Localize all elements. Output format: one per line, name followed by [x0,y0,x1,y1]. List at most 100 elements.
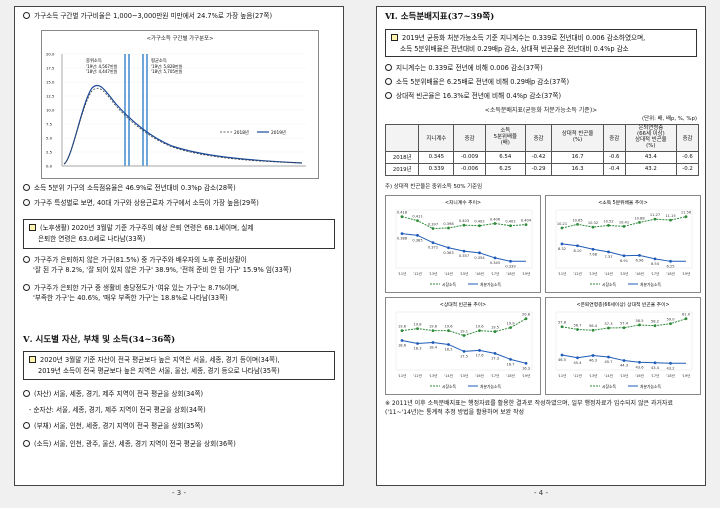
market-income-point [509,326,512,330]
market-income-point [638,323,641,327]
legend-disposable-label: 처분가능소득 [640,282,661,287]
y-tick-label: 2.5 [46,150,53,155]
disposable-income-point [416,342,419,345]
disposable-income-data-label: 6.96 [635,258,644,262]
disposable-income-point [622,254,626,258]
table-header: 은퇴연령층 (66세 이상) 상대적 빈곤율 (%) [624,124,678,152]
table-cell: 43.2 [624,162,678,176]
disposable-income-data-label: 44.3 [620,364,628,368]
bullet-icon [385,91,392,99]
bullet-icon [23,255,30,263]
market-income-data-label: 19.6 [398,325,407,329]
market-income-data-label: 19.6 [475,325,484,329]
market-income-point [591,225,595,229]
market-income-point [576,222,579,226]
x-tick-label: '18년 [506,271,515,276]
median-annot-title: 중위소득 [86,57,102,64]
disposable-income-data-label: 43.4 [651,366,660,370]
disposable-income-data-label: 0.388 [397,237,408,241]
x-tick-label: '15년 [460,271,469,276]
disposable-income-data-label: 0.339 [505,264,516,268]
table-cell: -0.2 [676,162,699,176]
x-tick-label: '11년 [558,271,567,276]
market-income-point [524,317,528,321]
y-tick-label: 5.0 [46,136,53,141]
disposable-income-data-label: 18.3 [413,346,421,350]
market-income-data-label: 0.404 [521,219,532,223]
x-tick-label: '15년 [620,373,629,378]
market-income-data-label: 56.7 [573,323,581,327]
market-income-point [684,215,688,219]
market-income-point [416,219,419,223]
disposable-income-data-label: 16.7 [506,362,514,366]
disposable-income-point [607,250,610,254]
x-tick-label: '12년 [573,271,582,276]
disposable-income-point [560,242,564,246]
highlight-square-icon [29,355,36,363]
disposable-income-data-label: 43.6 [635,365,644,369]
disposable-income-data-label: 17.6 [475,353,484,357]
plot-area [555,209,693,269]
market-income-data-label: 10.41 [619,220,629,224]
legend-disposable-label: 처분가능소득 [640,384,661,389]
market-income-data-label: 19.1 [460,330,468,334]
highlight-square-icon [391,33,398,41]
table-header: 증감 [453,124,486,152]
market-income-data-label: 11.27 [650,213,660,217]
disposable-income-point [524,361,528,365]
x-tick-label: '17년 [491,271,500,276]
median-annot-2019: '19년: 4,567만원 [86,63,118,69]
disposable-income-point [509,357,512,361]
x-tick-label: '17년 [491,373,500,378]
legend-disposable-label: 처분가능소득 [480,282,501,287]
table-cell: 6.54 [484,150,526,164]
plot-area [555,311,693,371]
market-income-data-label: 10.65 [572,218,582,222]
table-cell: 16.7 [551,150,604,164]
disposable-income-data-label: 7.68 [589,252,598,256]
disposable-income-point [431,341,435,344]
market-income-data-label: 10.52 [603,219,613,223]
elderly-poverty-trend-chart: <은퇴연령층(66세이상) 상대적 빈곤율 추이> 57.8 56.7 56.4 57.… [545,297,701,395]
x-tick-label: '13년 [429,271,438,276]
regional-summary-box: 2020년 3월말 기준 자산이 전국 평균보다 높은 지역은 서울, 세종, … [23,351,335,380]
disposable-income-point [669,259,672,263]
x-tick-label: '17년 [651,373,660,378]
quintile-ratio-bullet: 소득 5분위배율은 6.25배로 전년에 비해 0.29배p 감소(37쪽) [385,77,697,87]
disposable-income-point [431,241,435,245]
right-page: Ⅵ. 소득분배지표(37~39쪽) 2019년 균등화 처분가능소득 기준 지니… [376,6,706,486]
table-cell: -0.4 [602,162,626,176]
footnote: ※ 2011년 이후 소득분배지표는 행정자료를 활용한 결과로 작성하였으며,… [385,400,673,416]
market-income-point [684,317,688,321]
x-tick-label: '19년 [682,271,691,276]
table-header: 증감 [602,124,626,152]
left-page: 가구소득 구간별 가구비율은 1,000~3,000만원 미만에서 24.7%로… [14,6,344,486]
disposable-income-point [478,349,481,352]
disposable-income-data-label: 46.3 [589,359,597,363]
y-tick-label: 7.5 [46,122,53,127]
chart-title: <상대적 빈곤율 추이> [440,301,486,308]
disposable-income-point [493,256,497,260]
table-title: <소득분배지표(균등화 처분가능소득 기준)> [484,107,598,114]
disposable-income-data-label: 0.354 [474,256,485,260]
market-income-data-label: 10.32 [588,221,598,225]
legend-market-label: 시장소득 [442,282,456,287]
gini-trend-plot: <지니계수 추이> 0.418 0.411 0.397 0.398 0.403 0.402 0… [395,199,533,287]
market-income-point [607,326,610,330]
disposable-income-data-label: 8.10 [573,249,582,253]
disposable-income-data-label: 18.2 [444,347,452,351]
market-income-data-label: 59.0 [666,318,675,322]
page-number-left: - 3 - [172,489,186,497]
disposable-income-point [653,257,657,261]
plot-area [395,311,533,371]
retirement-summary-box: (노후생활) 2020년 3월말 기준 가구주의 예상 은퇴 연령은 68.1세… [23,219,335,249]
disposable-income-point [638,360,641,364]
mean-annot-2019: '19년: 5,828만원 [151,63,183,69]
table-header: 소득 5분위배율 (배) [484,124,526,152]
mean-annot-title: 평균소득 [151,57,167,64]
x-tick-label: '14년 [444,271,453,276]
table-cell: -0.29 [524,162,553,176]
y-tick-label: 20.0 [46,52,55,57]
distribution-summary-box: 2019년 균등화 처분가능소득 기준 지니계수는 0.339로 전년대비 0.… [385,29,697,57]
elderly-poverty-trend-plot: <은퇴연령층(66세이상) 상대적 빈곤율 추이> 57.8 56.7 56.4 57.… [555,301,693,389]
